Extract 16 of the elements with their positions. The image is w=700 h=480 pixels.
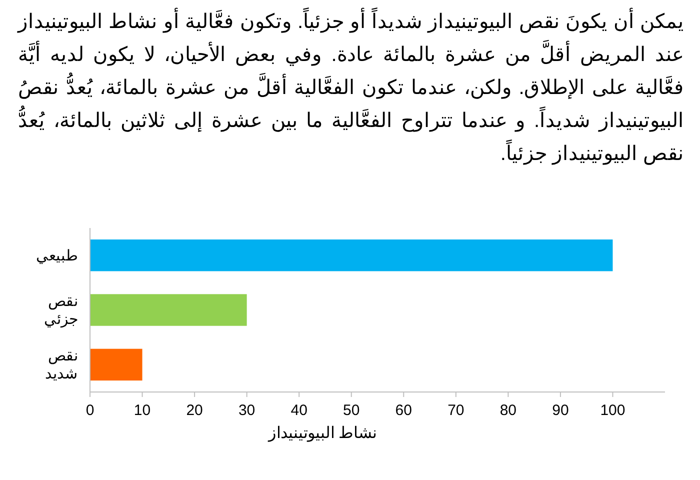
x-tick-label: 70 [448, 402, 464, 419]
x-tick-label: 90 [552, 402, 569, 419]
x-tick-label: 50 [343, 402, 360, 419]
y-tick-label: طبيعي [36, 247, 78, 264]
x-tick-label: 10 [134, 402, 151, 419]
x-tick-label: 100 [600, 402, 626, 419]
x-tick-label: 20 [186, 402, 203, 419]
chart-title: يمكن أن يكونَ نقص البيوتينيداز شديداً أو جزئياً. وتكون فعَّالية أو نشاط البيوتينيداز عند المريض أقلَّ من عشرة بالمائة عادة. وفي بعض الأحيان، لا يكون لديه أيَّة فعَّالية على الإطلاق. ولكن، عندما تكون الفعَّالية أقلَّ من عشرة بالمائة، يُعدُّ نقصُ البيوتينيداز شديداً. و عندما تتراوح الفعَّالية ما بين عشرة إلى ثلاثين بالمائة، يُعدُّ نقص البيوتينيداز جزئياً. [18, 6, 684, 167]
x-tick-label: 40 [290, 402, 308, 419]
y-tick-label: نقص شديد [45, 348, 78, 383]
y-tick-label: نقص جزئي [44, 293, 78, 328]
x-tick-label: 30 [238, 402, 256, 419]
x-tick-label: 0 [86, 402, 94, 419]
x-axis-title: نشاط البيوتينيداز [267, 425, 377, 442]
x-tick-label: 80 [500, 402, 517, 419]
x-tick-label: 60 [395, 402, 412, 419]
